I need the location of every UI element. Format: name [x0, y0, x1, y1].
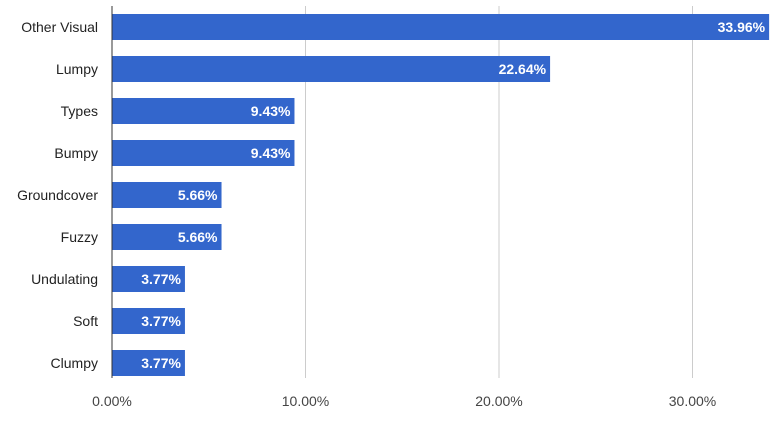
- bar: [112, 350, 185, 376]
- bar: [112, 140, 295, 166]
- data-label: 33.96%: [718, 19, 766, 35]
- category-label: Lumpy: [56, 61, 98, 77]
- x-tick-label: 10.00%: [282, 393, 329, 409]
- category-label: Groundcover: [17, 187, 98, 203]
- labels: 0.00% 10.00% 20.00% 30.00% Other Visual 33.96…: [17, 19, 766, 409]
- data-label: 3.77%: [141, 313, 181, 329]
- data-label: 3.77%: [141, 271, 181, 287]
- x-tick-label: 30.00%: [669, 393, 716, 409]
- category-label: Fuzzy: [61, 229, 98, 245]
- category-label: Other Visual: [21, 19, 98, 35]
- data-label: 9.43%: [251, 103, 291, 119]
- category-label: Bumpy: [54, 145, 98, 161]
- bar: [112, 266, 185, 292]
- data-label: 3.77%: [141, 355, 181, 371]
- bar: [112, 56, 551, 82]
- category-label: Clumpy: [51, 355, 98, 371]
- bar: [112, 182, 222, 208]
- data-label: 5.66%: [178, 229, 218, 245]
- bar: [112, 14, 770, 40]
- category-label: Undulating: [31, 271, 98, 287]
- x-tick-label: 0.00%: [92, 393, 132, 409]
- data-label: 9.43%: [251, 145, 291, 161]
- data-label: 5.66%: [178, 187, 218, 203]
- bars: [112, 14, 770, 376]
- bar: [112, 308, 185, 334]
- bar: [112, 98, 295, 124]
- x-tick-label: 20.00%: [475, 393, 522, 409]
- category-label: Soft: [73, 313, 98, 329]
- bar: [112, 224, 222, 250]
- category-label: Types: [61, 103, 98, 119]
- data-label: 22.64%: [499, 61, 547, 77]
